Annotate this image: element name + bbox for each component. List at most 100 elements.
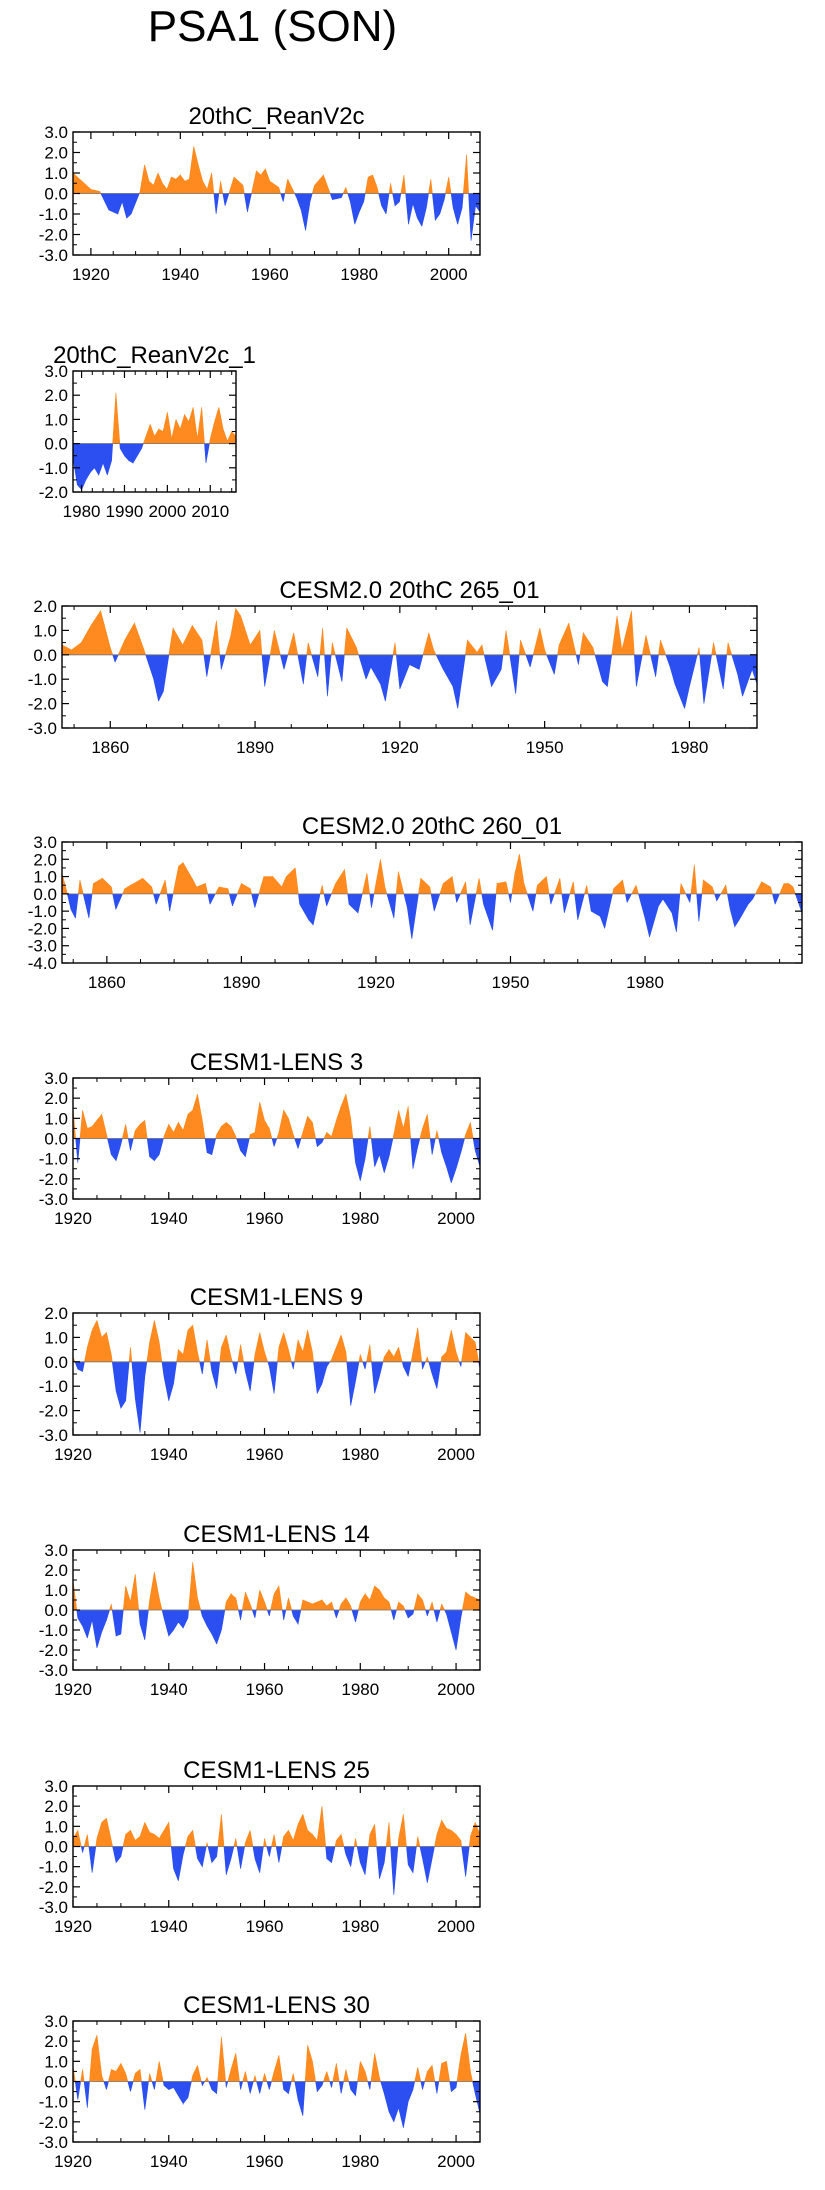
y-tick-label: 2.0 xyxy=(44,386,68,405)
x-tick-label: 1920 xyxy=(381,738,419,757)
x-tick-label: 1890 xyxy=(236,738,274,757)
y-tick-label: 0.0 xyxy=(44,1353,68,1372)
y-tick-label: -1.0 xyxy=(39,2093,68,2112)
x-tick-label: 2000 xyxy=(437,1917,475,1936)
y-tick-label: 3.0 xyxy=(44,362,68,381)
y-tick-label: -2.0 xyxy=(39,226,68,245)
y-tick-label: -3.0 xyxy=(39,1426,68,1445)
y-tick-label: 3.0 xyxy=(44,1541,68,1560)
x-tick-label: 1940 xyxy=(150,1680,188,1699)
negative-area xyxy=(74,1361,481,1433)
x-tick-label: 2000 xyxy=(437,1680,475,1699)
y-tick-label: -3.0 xyxy=(39,1661,68,1680)
x-tick-label: 1940 xyxy=(150,1917,188,1936)
y-tick-label: -1.0 xyxy=(39,1858,68,1877)
y-tick-label: -1.0 xyxy=(39,1621,68,1640)
y-tick-label: 1.0 xyxy=(33,868,57,887)
y-tick-label: 0.0 xyxy=(44,185,68,204)
chart-title: CESM1-LENS 30 xyxy=(183,1992,370,2019)
y-tick-label: 1.0 xyxy=(44,410,68,429)
x-tick-label: 1980 xyxy=(341,1445,379,1464)
x-tick-label: 1920 xyxy=(54,1917,92,1936)
x-tick-label: 1920 xyxy=(54,1445,92,1464)
y-tick-label: -2.0 xyxy=(39,1170,68,1189)
y-tick-label: -1.0 xyxy=(28,670,57,689)
negative-area xyxy=(75,1138,481,1183)
x-tick-label: 2000 xyxy=(430,265,468,284)
y-tick-label: 2.0 xyxy=(33,597,57,616)
chart-panel: CESM1-LENS 25 3.02.01.0 0.0-1.0-2.0-3.0192… xyxy=(39,1757,481,1936)
negative-area xyxy=(112,654,758,709)
chart-panel: CESM2.0 20thC 260_01 3.02.01.00.0-1.0-2.0… xyxy=(28,813,803,992)
y-tick-label: 2.0 xyxy=(44,1304,68,1323)
y-tick-label: 3.0 xyxy=(44,1069,68,1088)
x-tick-label: 1940 xyxy=(161,265,199,284)
negative-area xyxy=(66,893,803,939)
positive-area xyxy=(72,1094,474,1139)
x-tick-label: 1980 xyxy=(341,1917,379,1936)
y-tick-label: 0.0 xyxy=(44,1601,68,1620)
page-title: PSA1 (SON) xyxy=(147,2,398,51)
chart-panel: CESM1-LENS 3 3.02.01.0 0.0-1.0-2.0-3.01920… xyxy=(39,1049,481,1228)
y-tick-label: 0.0 xyxy=(44,435,68,454)
x-tick-label: 1940 xyxy=(150,1209,188,1228)
y-tick-label: -1.0 xyxy=(39,205,68,224)
chart-panel: CESM1-LENS 14 3.02.01.00.0-1.0-2.0-3.0192… xyxy=(39,1521,481,1699)
chart-title: CESM1-LENS 3 xyxy=(190,1049,363,1076)
negative-area xyxy=(72,443,210,491)
x-tick-label: 1920 xyxy=(72,265,110,284)
y-tick-label: -3.0 xyxy=(39,1898,68,1917)
negative-area xyxy=(74,2081,481,2128)
chart-title: CESM2.0 20thC 265_01 xyxy=(279,577,539,604)
y-tick-label: 0.0 xyxy=(44,1838,68,1857)
x-tick-label: 1940 xyxy=(150,2152,188,2171)
y-tick-label: -1.0 xyxy=(28,902,57,921)
y-tick-label: 0.0 xyxy=(44,2073,68,2092)
y-tick-label: -3.0 xyxy=(39,2133,68,2152)
chart-panel: CESM1-LENS 30 3.02.01.0 0.0-1.0-2.0-3.0192… xyxy=(39,1992,481,2171)
chart-panel: CESM2.0 20thC 265_01 2.0 1.0 0.0 -1.0 -2.0 -3.… xyxy=(28,577,758,757)
y-tick-label: -3.0 xyxy=(28,937,57,956)
positive-area xyxy=(112,392,237,444)
y-tick-label: -1.0 xyxy=(39,459,68,478)
x-tick-label: 1990 xyxy=(106,502,144,521)
x-tick-label: 1960 xyxy=(251,265,289,284)
chart-title: CESM1-LENS 9 xyxy=(190,1284,363,1311)
x-tick-label: 1980 xyxy=(63,502,101,521)
x-tick-label: 2000 xyxy=(437,1209,475,1228)
x-tick-label: 2000 xyxy=(437,1445,475,1464)
y-tick-label: 0.0 xyxy=(44,1130,68,1149)
y-tick-label: 1.0 xyxy=(44,1817,68,1836)
chart-title: 20thC_ReanV2c_1 xyxy=(53,342,256,369)
y-tick-label: 3.0 xyxy=(33,833,57,852)
y-tick-label: 3.0 xyxy=(44,1777,68,1796)
y-tick-label: -2.0 xyxy=(39,1878,68,1897)
plot-frame xyxy=(72,370,237,493)
y-tick-label: 3.0 xyxy=(44,123,68,142)
x-tick-label: 1980 xyxy=(626,973,664,992)
y-tick-label: 2.0 xyxy=(44,1561,68,1580)
y-tick-label: -4.0 xyxy=(28,954,57,973)
x-tick-label: 2000 xyxy=(437,2152,475,2171)
positive-area xyxy=(61,854,796,895)
x-tick-label: 1960 xyxy=(246,1917,284,1936)
x-tick-label: 1950 xyxy=(492,973,530,992)
negative-area xyxy=(76,1609,463,1651)
y-tick-label: -3.0 xyxy=(39,246,68,265)
chart-title: CESM1-LENS 14 xyxy=(183,1521,370,1548)
y-tick-label: 0.0 xyxy=(33,646,57,665)
chart-title: CESM2.0 20thC 260_01 xyxy=(302,813,562,840)
x-tick-label: 1920 xyxy=(357,973,395,992)
y-tick-label: 3.0 xyxy=(44,2012,68,2031)
x-tick-label: 1980 xyxy=(671,738,709,757)
y-tick-label: -2.0 xyxy=(39,1641,68,1660)
x-tick-label: 1980 xyxy=(340,265,378,284)
positive-area xyxy=(61,607,733,656)
x-tick-label: 1920 xyxy=(54,2152,92,2171)
positive-area xyxy=(72,1806,481,1847)
y-tick-label: 2.0 xyxy=(44,1797,68,1816)
x-tick-label: 1960 xyxy=(246,1680,284,1699)
x-tick-label: 1960 xyxy=(246,1445,284,1464)
y-tick-label: -1.0 xyxy=(39,1150,68,1169)
